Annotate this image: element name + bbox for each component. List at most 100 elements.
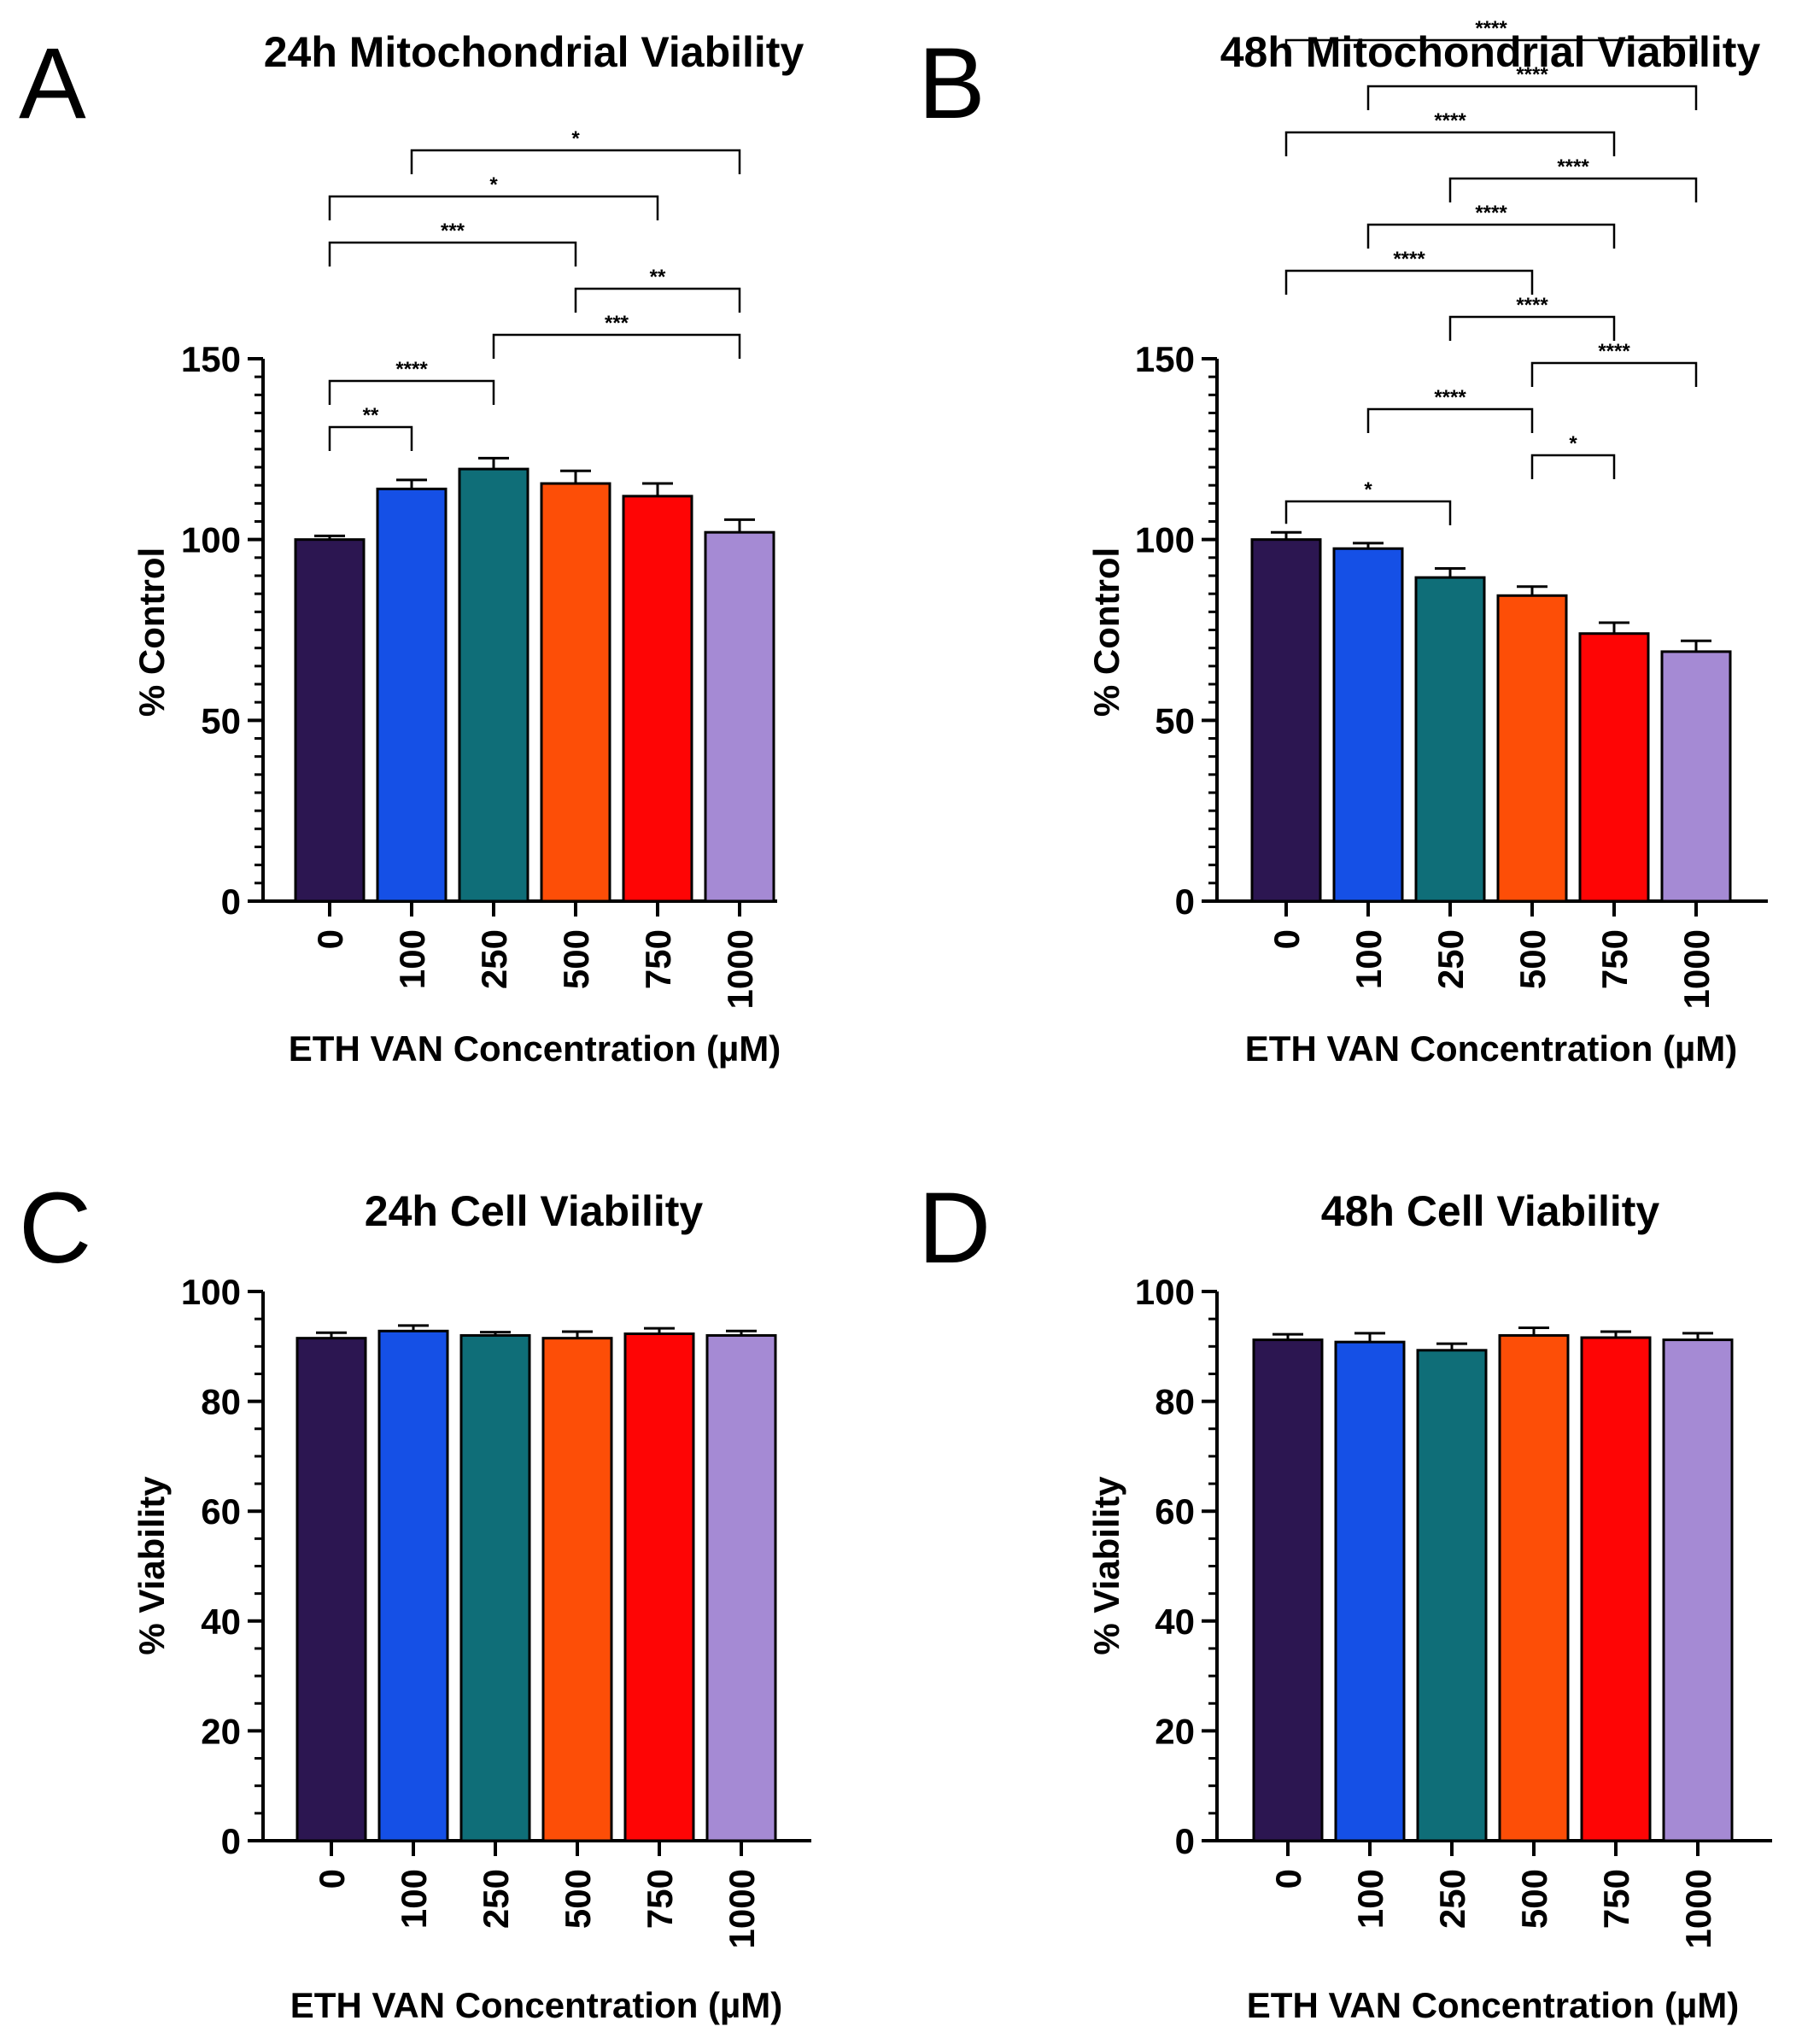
significance-bracket — [1448, 177, 1698, 202]
bar-100 — [377, 1329, 449, 1842]
significance-label: **** — [1516, 63, 1548, 86]
x-tick-label: 750 — [638, 929, 678, 989]
bar-250 — [1416, 1349, 1488, 1842]
significance-label: ** — [650, 266, 666, 289]
y-tick-label: 60 — [1155, 1491, 1195, 1532]
y-tick-label: 100 — [181, 520, 241, 560]
significance-label: **** — [1475, 202, 1507, 225]
chart-title: 48h Cell Viability — [1321, 1187, 1660, 1235]
x-tick-label: 750 — [640, 1869, 680, 1929]
significance-label: *** — [441, 220, 465, 243]
x-axis-label: ETH VAN Concentration (µM) — [289, 1028, 781, 1069]
y-tick-label: 0 — [221, 1821, 241, 1861]
bar-500 — [541, 1337, 613, 1842]
significance-bracket — [410, 149, 741, 174]
x-tick-label: 750 — [1596, 1869, 1636, 1929]
y-axis-label: % Control — [132, 548, 172, 717]
y-tick-label: 80 — [201, 1382, 241, 1422]
significance-bracket — [574, 287, 741, 313]
bar-100 — [1334, 1340, 1406, 1842]
significance-label: * — [1364, 478, 1372, 501]
significance-label: * — [1569, 432, 1577, 455]
bar-100 — [376, 487, 448, 903]
y-tick-label: 150 — [1135, 339, 1195, 379]
significance-bracket — [1448, 315, 1616, 341]
significance-label: **** — [1393, 248, 1425, 271]
bar-250 — [1414, 576, 1486, 903]
y-axis-label: % Viability — [1086, 1476, 1126, 1655]
bar-500 — [1496, 594, 1568, 903]
panel-c: C 24h Cell Viability 0 20 40 60 80 100 % Viabili… — [19, 1172, 811, 2025]
panel-letter: B — [918, 27, 986, 140]
significance-label: **** — [1557, 155, 1589, 179]
x-tick-label: 250 — [474, 929, 514, 989]
bar-250 — [458, 467, 529, 903]
bar-250 — [459, 1333, 531, 1842]
panel-d: D 48h Cell Viability 0 20 40 60 80 100 % Viabili… — [918, 1172, 1772, 2025]
chart-title: 48h Mitochondrial Viability — [1220, 28, 1761, 76]
significance-label: **** — [1434, 109, 1466, 132]
significance-label: **** — [395, 358, 428, 381]
bar-1000 — [705, 1333, 777, 1842]
x-tick-label: 100 — [1350, 1869, 1390, 1929]
x-tick-label: 1000 — [1678, 1869, 1718, 1948]
y-tick-label: 40 — [1155, 1602, 1195, 1642]
x-tick-label: 250 — [1430, 929, 1471, 989]
significance-label: **** — [1475, 17, 1507, 40]
x-tick-label: 750 — [1594, 929, 1635, 989]
x-tick-label: 500 — [1512, 929, 1553, 989]
bar-1000 — [704, 530, 775, 903]
significance-label: **** — [1598, 340, 1630, 363]
significance-bracket — [1366, 85, 1698, 110]
y-tick-label: 20 — [201, 1711, 241, 1751]
significance-bracket — [328, 195, 659, 220]
y-tick-label: 0 — [1175, 881, 1195, 922]
x-axis-label: ETH VAN Concentration (µM) — [290, 1985, 782, 2025]
panel-letter: D — [918, 1172, 991, 1285]
significance-bracket — [492, 333, 741, 359]
x-tick-label: 100 — [1349, 929, 1389, 989]
significance-bracket — [1530, 361, 1698, 387]
y-tick-label: 100 — [1135, 1272, 1195, 1312]
significance-label: **** — [1516, 294, 1548, 317]
significance-bracket — [1366, 407, 1534, 433]
x-tick-label: 250 — [476, 1869, 516, 1929]
significance-bracket — [1366, 223, 1616, 249]
bar-100 — [1332, 547, 1404, 903]
bar-500 — [1498, 1333, 1570, 1842]
y-tick-label: 0 — [221, 881, 241, 922]
significance-label: * — [489, 173, 498, 196]
significance-bracket — [1284, 269, 1534, 295]
chart-area: A 24h Mitochondrial Viability 0 50 100 150 % C… — [19, 17, 1772, 2025]
bar-1000 — [1660, 650, 1732, 903]
bar-750 — [1580, 1336, 1652, 1842]
y-tick-label: 50 — [1155, 700, 1195, 741]
x-tick-label: 0 — [1268, 1869, 1308, 1889]
x-axis-label: ETH VAN Concentration (µM) — [1247, 1985, 1739, 2025]
y-tick-label: 40 — [201, 1602, 241, 1642]
x-tick-label: 500 — [556, 929, 596, 989]
y-tick-label: 150 — [181, 339, 241, 379]
x-tick-label: 0 — [312, 1869, 352, 1889]
y-tick-label: 80 — [1155, 1382, 1195, 1422]
y-tick-label: 20 — [1155, 1711, 1195, 1751]
bar-750 — [622, 495, 693, 903]
panel-b: B 48h Mitochondrial Viability 0 50 100 150 % C… — [918, 17, 1768, 1069]
y-axis-label: % Viability — [132, 1476, 172, 1655]
significance-bracket — [328, 379, 495, 405]
x-tick-label: 1000 — [1676, 929, 1717, 1009]
bar-0 — [1252, 1338, 1324, 1842]
x-tick-label: 0 — [1267, 929, 1307, 949]
y-axis-label: % Control — [1086, 548, 1126, 717]
panel-a: A 24h Mitochondrial Viability 0 50 100 150 % C… — [19, 27, 804, 1069]
significance-bracket — [1284, 38, 1698, 64]
significance-bracket — [1284, 500, 1452, 525]
significance-label: **** — [1434, 386, 1466, 409]
y-tick-label: 50 — [201, 700, 241, 741]
significance-label: *** — [605, 312, 629, 335]
bar-1000 — [1662, 1338, 1734, 1842]
x-tick-label: 1000 — [722, 1869, 762, 1948]
bar-750 — [623, 1332, 695, 1842]
significance-bracket — [1530, 454, 1616, 479]
y-tick-label: 100 — [181, 1272, 241, 1312]
